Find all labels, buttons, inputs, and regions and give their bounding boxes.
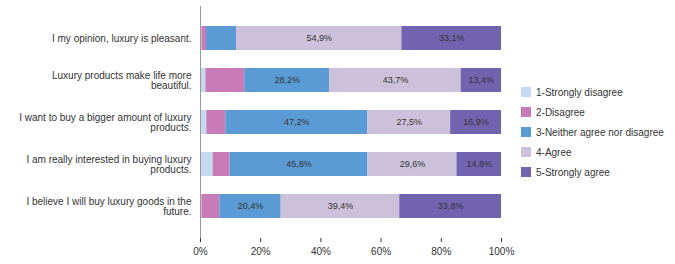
svg-text:33,1%: 33,1% — [439, 33, 465, 43]
svg-text:I believe I will buy luxury go: I believe I will buy luxury goods in the… — [26, 196, 192, 217]
svg-text:16,9%: 16,9% — [463, 117, 489, 127]
svg-text:100%: 100% — [489, 246, 515, 257]
svg-text:13,4%: 13,4% — [469, 75, 495, 85]
svg-text:39,4%: 39,4% — [328, 201, 354, 211]
svg-text:54,9%: 54,9% — [306, 33, 332, 43]
svg-text:I am really interested in buyi: I am really interested in buying luxuryp… — [26, 154, 191, 175]
svg-text:43,7%: 43,7% — [383, 75, 409, 85]
svg-text:47,2%: 47,2% — [284, 117, 310, 127]
svg-text:I my opinion, luxury is pleasa: I my opinion, luxury is pleasant. — [52, 33, 192, 44]
html-text:4-Agree: 4-Agree — [536, 146, 572, 158]
svg-text:28,2%: 28,2% — [274, 75, 300, 85]
svg-text:20,4%: 20,4% — [238, 201, 264, 211]
svg-text:20%: 20% — [251, 246, 271, 257]
svg-text:0%: 0% — [193, 246, 208, 257]
svg-text:33,8%: 33,8% — [438, 201, 464, 211]
svg-text:60%: 60% — [371, 246, 391, 257]
html-text:2-Disagree: 2-Disagree — [536, 106, 585, 118]
svg-text:45,8%: 45,8% — [286, 159, 312, 169]
svg-text:Luxury products make life more: Luxury products make life morebeautiful. — [52, 70, 192, 91]
svg-text:I want to buy a bigger amount: I want to buy a bigger amount of luxuryp… — [19, 112, 191, 133]
html-text:3-Neither agree nor disagree: 3-Neither agree nor disagree — [536, 126, 664, 138]
svg-text:40%: 40% — [311, 246, 331, 257]
svg-text:14,8%: 14,8% — [466, 159, 492, 169]
svg-text:29,6%: 29,6% — [400, 159, 426, 169]
html-text:5-Strongly agree: 5-Strongly agree — [536, 166, 610, 178]
svg-text:80%: 80% — [431, 246, 451, 257]
svg-text:27,5%: 27,5% — [396, 117, 422, 127]
html-text:1-Strongly disagree: 1-Strongly disagree — [536, 86, 623, 98]
